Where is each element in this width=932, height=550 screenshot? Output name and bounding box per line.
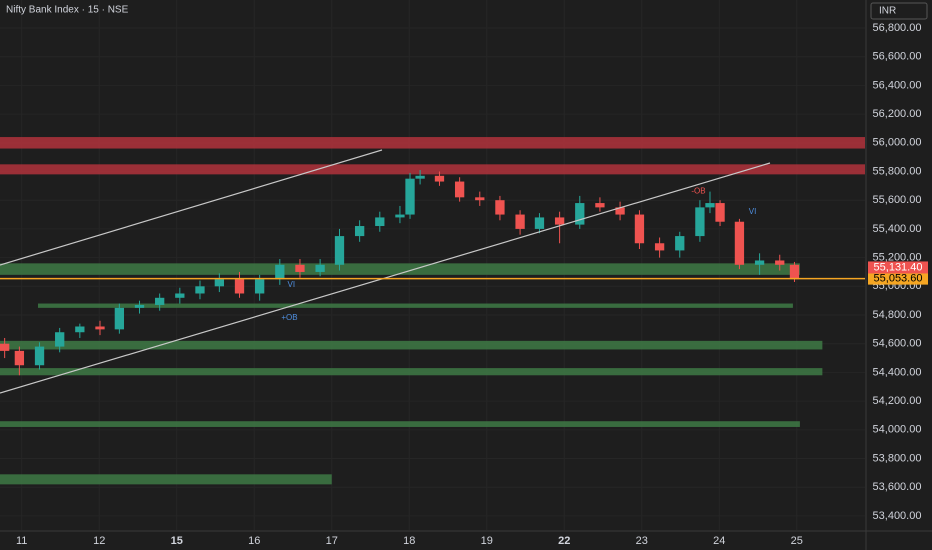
trend-line bbox=[0, 149, 383, 266]
x-tick-label: 15 bbox=[171, 535, 183, 547]
zone bbox=[0, 340, 823, 350]
x-tick-label: 17 bbox=[326, 535, 338, 547]
candle-body bbox=[95, 326, 105, 330]
annotation: VI bbox=[749, 207, 757, 216]
candle-body bbox=[434, 175, 445, 182]
currency[interactable]: INR bbox=[879, 6, 896, 17]
candle-body bbox=[55, 332, 65, 347]
y-tick-label: 56,800.00 bbox=[873, 22, 922, 34]
zone bbox=[0, 263, 800, 275]
candle-body bbox=[75, 326, 85, 333]
x-tick-label: 23 bbox=[636, 535, 648, 547]
zone bbox=[37, 303, 793, 308]
candle-body bbox=[114, 307, 125, 330]
candle-body bbox=[354, 226, 365, 237]
candle-body bbox=[214, 279, 225, 287]
marker-price-label: 55,131.40 bbox=[874, 261, 923, 273]
candle-body bbox=[634, 214, 645, 244]
y-tick-label: 54,600.00 bbox=[873, 338, 922, 350]
candle-body bbox=[595, 203, 605, 208]
currency-box[interactable] bbox=[870, 2, 928, 20]
candle-body bbox=[615, 207, 625, 215]
candle-body bbox=[515, 214, 525, 229]
candle-body bbox=[475, 197, 485, 201]
y-tick-label: 53,600.00 bbox=[873, 481, 922, 493]
candle-body bbox=[705, 203, 715, 208]
annotation: VI bbox=[288, 280, 296, 289]
candle-body bbox=[405, 178, 415, 215]
candle-body bbox=[315, 264, 325, 272]
y-tick-label: 54,200.00 bbox=[873, 395, 922, 407]
candle-body bbox=[734, 221, 745, 265]
x-tick-label: 25 bbox=[791, 535, 803, 547]
candle-body bbox=[295, 264, 305, 272]
candle-body bbox=[334, 236, 345, 265]
y-tick-label: 56,600.00 bbox=[873, 51, 922, 63]
candle-body bbox=[654, 243, 665, 251]
candle-body bbox=[554, 217, 565, 225]
plot-area bbox=[0, 137, 865, 485]
y-tick-label: 55,600.00 bbox=[873, 194, 922, 206]
x-tick-label: 24 bbox=[713, 535, 725, 547]
x-tick-label: 19 bbox=[481, 535, 493, 547]
x-tick-label: 18 bbox=[403, 535, 415, 547]
zone bbox=[0, 421, 800, 427]
candle-body bbox=[234, 279, 245, 294]
candle-body bbox=[395, 214, 405, 218]
y-tick-label: 55,400.00 bbox=[873, 223, 922, 235]
x-tick-label: 11 bbox=[16, 535, 27, 547]
last-price-label: 55,053.60 bbox=[874, 273, 923, 285]
candle-body bbox=[155, 297, 165, 305]
y-tick-label: 56,000.00 bbox=[873, 137, 922, 149]
candle-body bbox=[789, 264, 800, 280]
candle-body bbox=[454, 181, 465, 198]
y-tick-label: 55,200.00 bbox=[873, 252, 922, 264]
y-tick-label: 54,400.00 bbox=[873, 366, 922, 378]
candle-body bbox=[695, 207, 705, 237]
candle-body bbox=[415, 175, 425, 179]
candle-body bbox=[14, 350, 25, 366]
x-tick-label: 12 bbox=[93, 535, 105, 547]
candle-body bbox=[715, 203, 725, 222]
candle-body bbox=[275, 264, 285, 280]
marker-price-box bbox=[868, 261, 928, 274]
zone bbox=[0, 474, 332, 485]
y-tick-label: 56,400.00 bbox=[873, 79, 922, 91]
candle-body bbox=[575, 203, 585, 225]
y-tick-label: 53,800.00 bbox=[873, 452, 922, 464]
zone bbox=[0, 137, 865, 149]
y-tick-label: 55,800.00 bbox=[873, 165, 922, 177]
candle-body bbox=[775, 260, 785, 265]
candle-body bbox=[34, 346, 45, 366]
zone bbox=[0, 368, 823, 376]
last-price-box bbox=[868, 272, 928, 285]
candle-body bbox=[195, 286, 205, 294]
y-tick-label: 54,000.00 bbox=[873, 424, 922, 436]
x-tick-label: 22 bbox=[558, 535, 570, 547]
candle-body bbox=[175, 293, 185, 298]
candle-body bbox=[495, 200, 505, 215]
chart-title: Nifty Bank Index · 15 · NSE bbox=[6, 5, 129, 16]
zone bbox=[0, 164, 865, 175]
candle-body bbox=[534, 217, 545, 229]
candle-body bbox=[754, 260, 765, 265]
candle-body bbox=[375, 217, 385, 227]
y-tick-label: 54,800.00 bbox=[873, 309, 922, 321]
candle-body bbox=[0, 343, 10, 351]
candle-body bbox=[675, 236, 685, 251]
candle-body bbox=[255, 279, 265, 294]
y-tick-label: 53,400.00 bbox=[873, 510, 922, 522]
candle-body bbox=[134, 304, 145, 308]
annotation: -OB bbox=[691, 187, 705, 196]
y-tick-label: 56,200.00 bbox=[873, 108, 922, 120]
x-tick-label: 16 bbox=[248, 535, 260, 547]
annotation: +OB bbox=[281, 313, 297, 322]
